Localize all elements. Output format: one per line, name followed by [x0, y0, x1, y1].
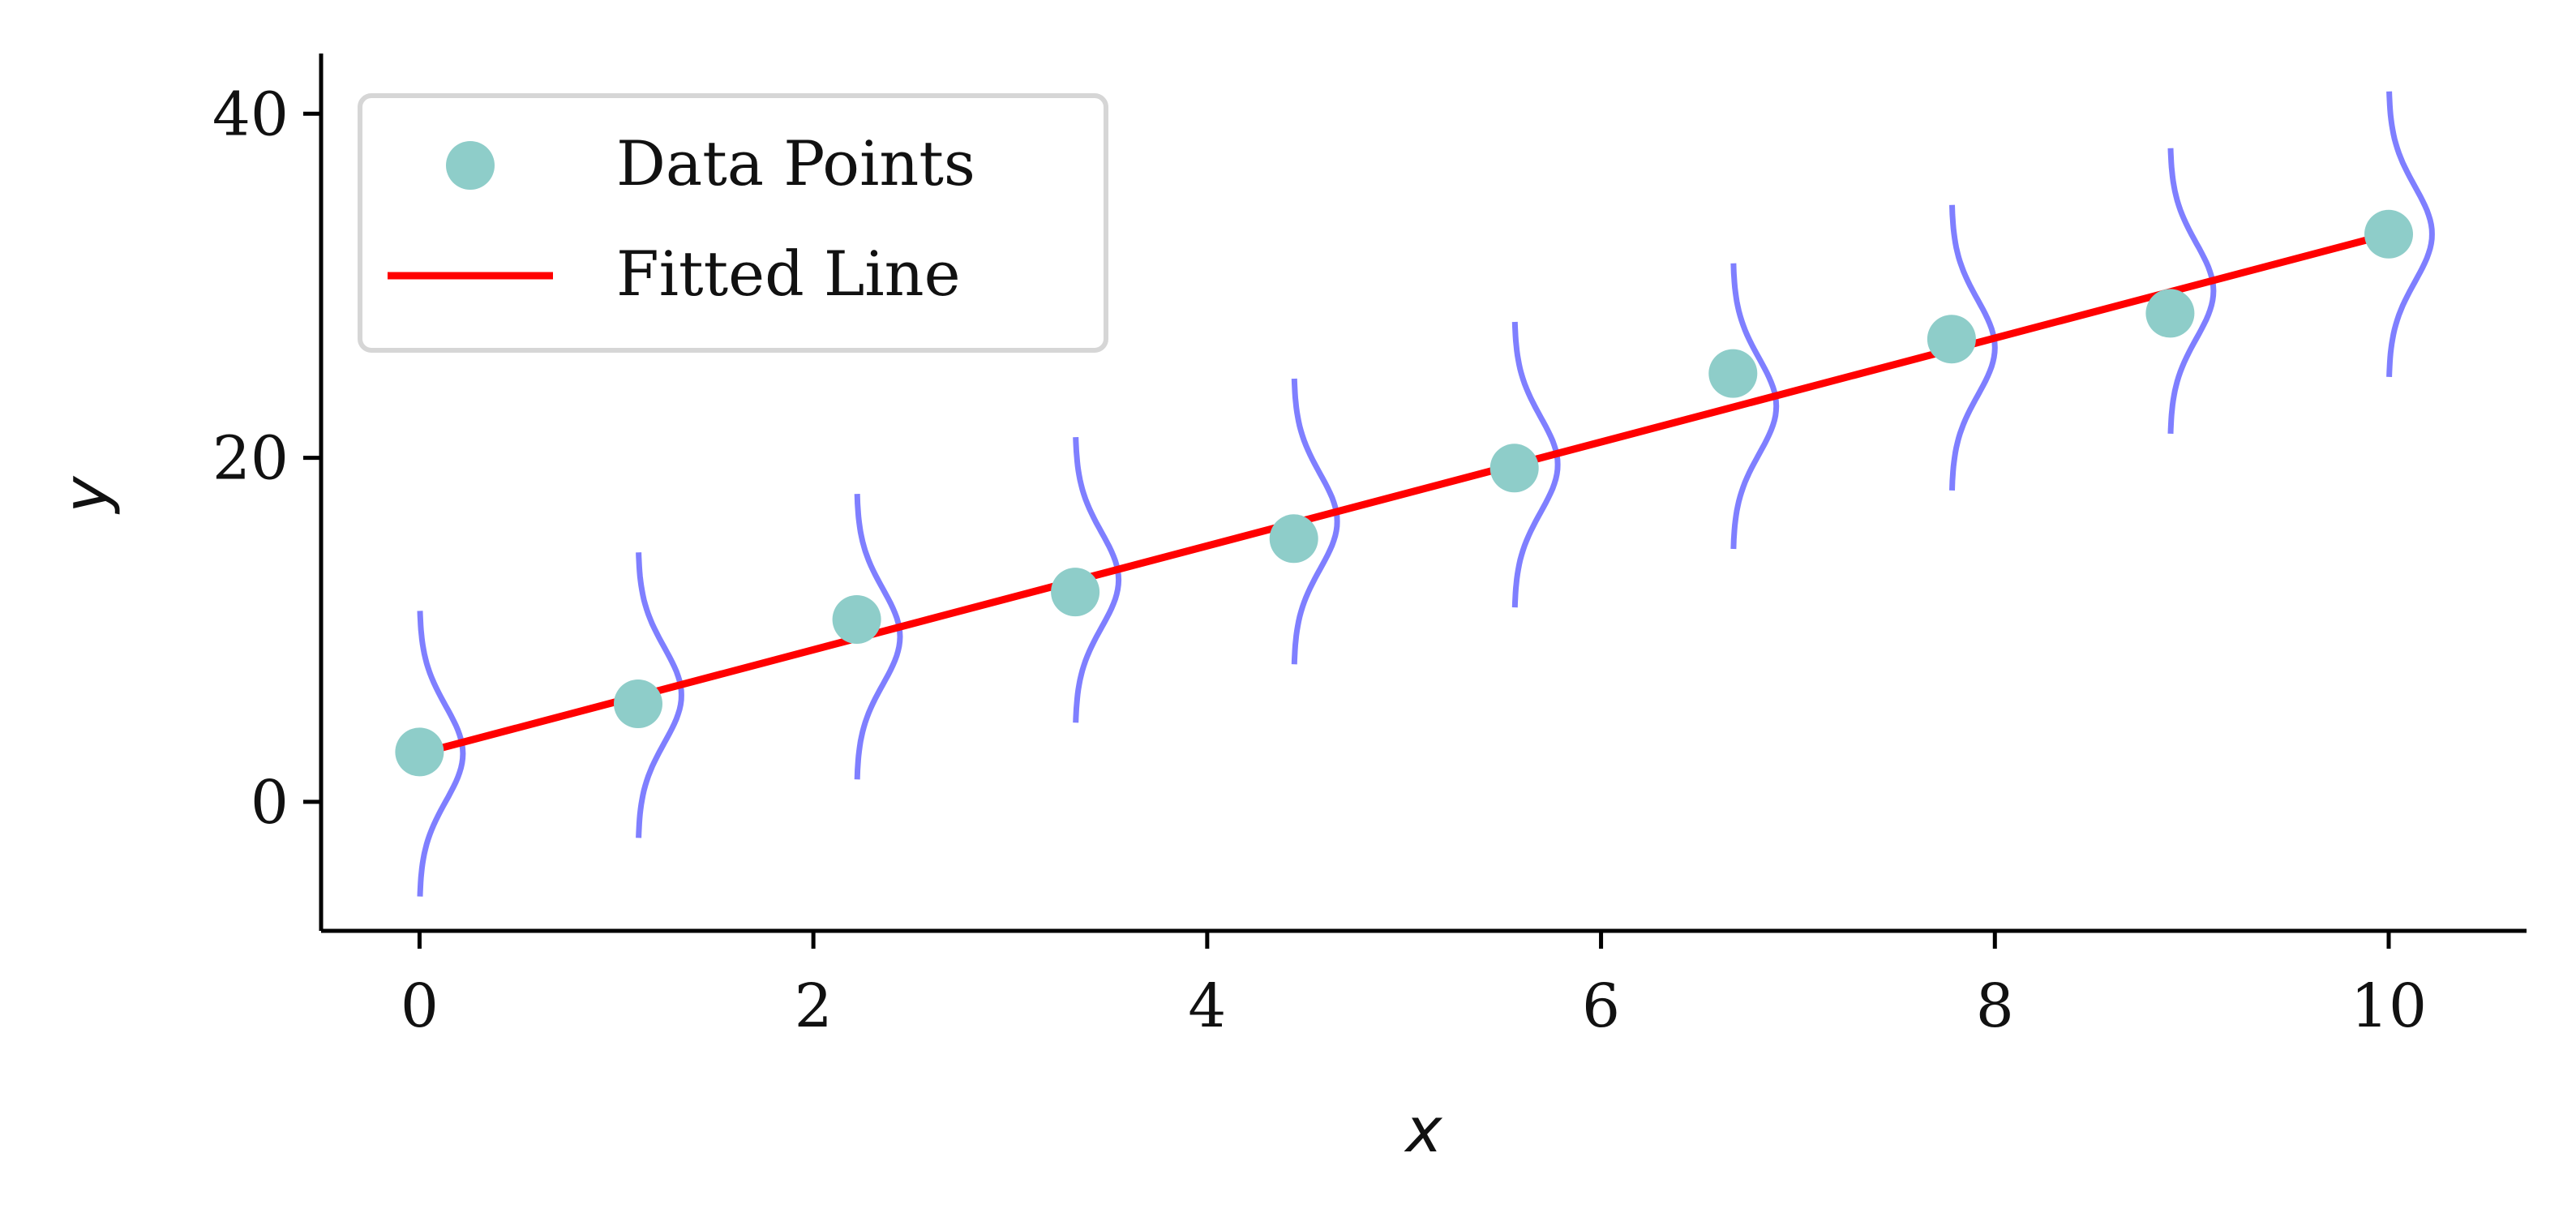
- axes: 0 2 4 6 8 10 0 20 40: [212, 54, 2527, 1041]
- distribution-curve: [1291, 378, 1340, 665]
- distribution-curve: [1511, 321, 1561, 608]
- distribution-curve: [2167, 148, 2217, 435]
- distribution-curve: [1730, 263, 1780, 550]
- data-point: [1051, 568, 1100, 617]
- x-tick-label: 10: [2351, 971, 2427, 1041]
- data-point: [2364, 209, 2413, 259]
- data-point: [1489, 444, 1539, 493]
- data-point: [1708, 349, 1758, 398]
- data-point: [2145, 289, 2195, 338]
- data-point: [1269, 514, 1318, 564]
- x-tick-label: 4: [1188, 971, 1226, 1041]
- x-tick-label: 0: [401, 971, 439, 1041]
- data-point: [832, 595, 881, 644]
- x-axis-title: x: [1404, 1094, 1443, 1166]
- distribution-curve: [854, 493, 903, 780]
- data-point: [614, 679, 662, 728]
- x-tick-label: 8: [1976, 971, 2014, 1041]
- legend-label-fitted-line: Fitted Line: [616, 238, 961, 310]
- fitted-line: [415, 230, 2393, 757]
- y-tick-label: 20: [212, 424, 289, 494]
- distribution-curve: [1073, 436, 1122, 723]
- distribution-curve: [2386, 91, 2435, 378]
- legend-frame: [358, 93, 1108, 353]
- legend-label-data-points: Data Points: [616, 127, 975, 199]
- y-tick-label: 40: [212, 79, 289, 149]
- distribution-curves: [417, 91, 2435, 897]
- distribution-curve: [636, 552, 684, 838]
- legend: Data Points Fitted Line: [358, 93, 1108, 353]
- y-tick-label: 0: [251, 768, 289, 838]
- distribution-curve: [1949, 204, 1998, 491]
- distribution-curve: [417, 611, 466, 897]
- data-point: [395, 727, 444, 777]
- y-axis-title: y: [49, 475, 122, 514]
- x-tick-label: 2: [795, 971, 833, 1041]
- data-point: [1927, 315, 1976, 364]
- x-tick-label: 6: [1582, 971, 1620, 1041]
- data-points-layer: [395, 209, 2413, 777]
- legend-marker-data-points: [446, 141, 495, 190]
- fitted-line-layer: [415, 230, 2393, 757]
